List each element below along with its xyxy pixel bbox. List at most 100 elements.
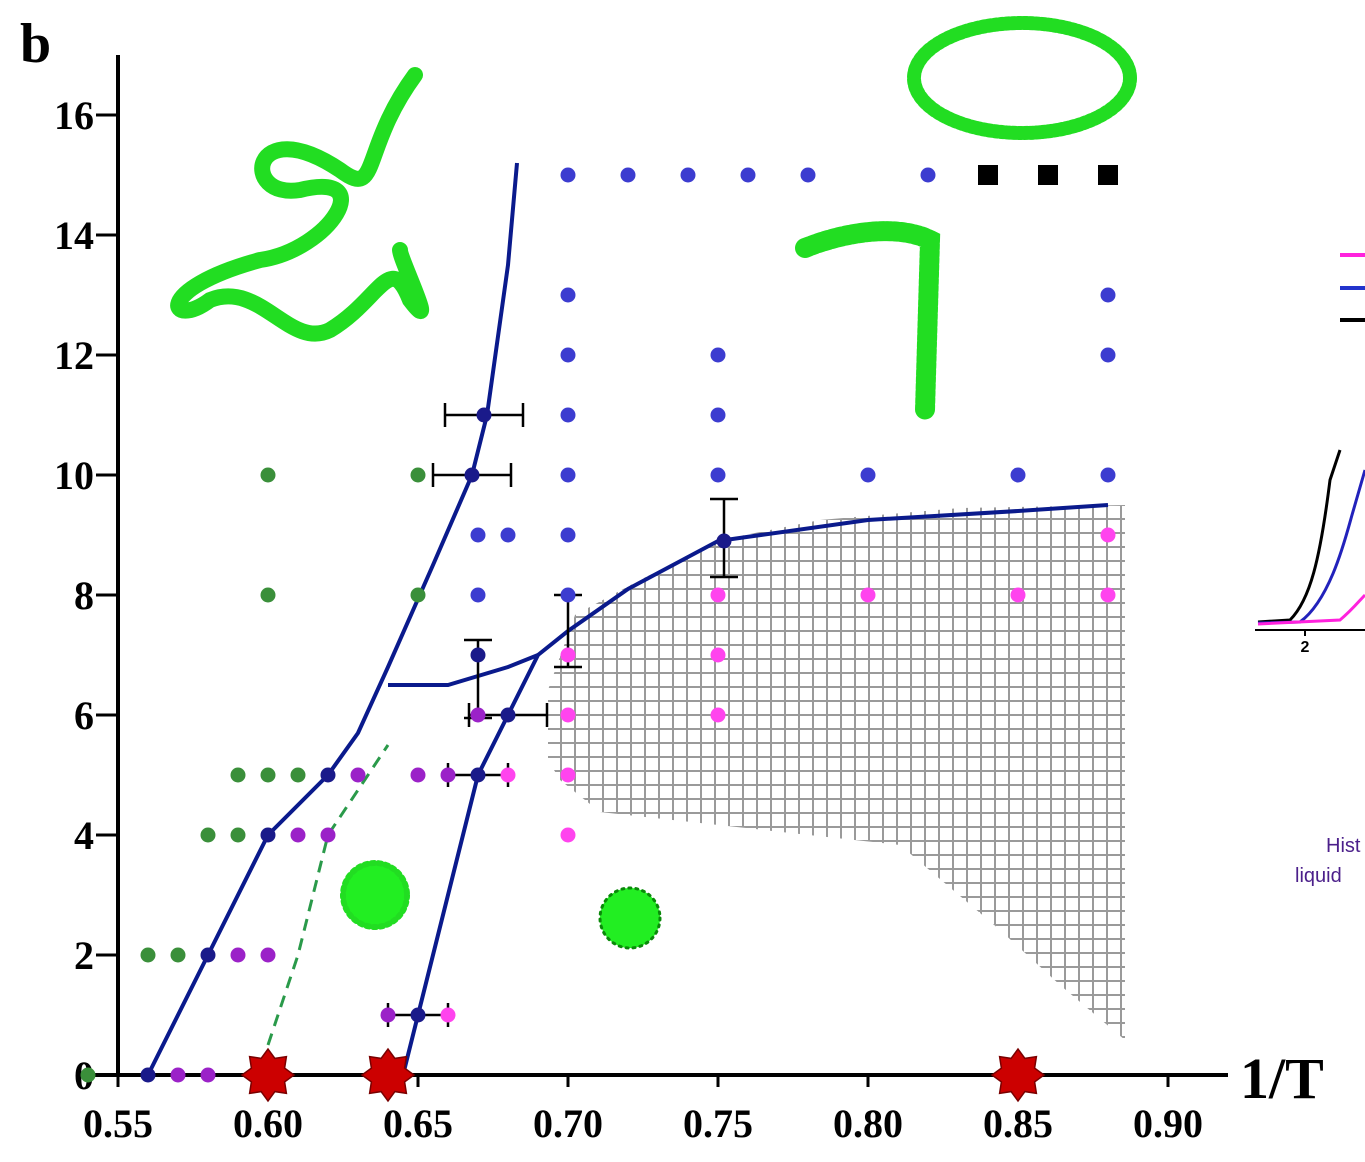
point [410,1007,426,1023]
point [710,587,726,603]
point [350,767,366,783]
point [410,767,426,783]
point [500,707,516,723]
y-tick-label: 10 [54,453,94,498]
y-tick-label: 12 [54,333,94,378]
point [170,947,186,963]
point [500,527,516,543]
x-tick-label: 0.65 [383,1101,453,1146]
inset-caption: Hist [1326,835,1361,857]
point [260,947,276,963]
point [440,1007,456,1023]
point [560,707,576,723]
panel-label: b [20,13,51,75]
point [710,407,726,423]
y-tick-label: 2 [74,933,94,978]
point [560,587,576,603]
point [1100,587,1116,603]
curve [388,653,539,687]
point [680,167,696,183]
point [470,707,486,723]
point [470,767,486,783]
inset-tick-label: 2 [1301,639,1310,656]
point [1010,467,1026,483]
point [1100,527,1116,543]
point [470,587,486,603]
x-tick-label: 0.75 [683,1101,753,1146]
point [260,467,276,483]
point [476,407,492,423]
point [860,467,876,483]
square-point [1038,165,1058,185]
x-tick-label: 0.70 [533,1101,603,1146]
point [560,647,576,663]
square-point [1098,165,1118,185]
point [320,767,336,783]
star-point [240,1047,296,1103]
star-point [360,1047,416,1103]
point [464,467,480,483]
y-tick-label: 6 [74,693,94,738]
point [1010,587,1026,603]
inset-caption: liquid [1295,865,1342,887]
point [710,707,726,723]
y-tick-label: 16 [54,93,94,138]
x-axis-label: 1/T [1240,1046,1324,1111]
hatched-region [548,505,1125,1040]
point [200,1067,216,1083]
point [80,1067,96,1083]
point [560,287,576,303]
x-tick-label: 0.80 [833,1101,903,1146]
point [1100,287,1116,303]
point [1100,347,1116,363]
point [710,647,726,663]
point [500,767,516,783]
point [410,467,426,483]
x-tick-label: 0.85 [983,1101,1053,1146]
point [260,587,276,603]
point [560,347,576,363]
point [620,167,636,183]
point [560,827,576,843]
point [920,167,936,183]
y-tick-label: 4 [74,813,94,858]
point [710,347,726,363]
point [290,767,306,783]
point [380,1007,396,1023]
y-tick-label: 8 [74,573,94,618]
point [410,587,426,603]
point [320,827,336,843]
point [860,587,876,603]
point [260,827,276,843]
point [716,533,732,549]
x-tick-label: 0.55 [83,1101,153,1146]
point [140,947,156,963]
point [230,947,246,963]
point [560,167,576,183]
inset-fragment: 2 Hist liquid [1255,253,1365,887]
point [800,167,816,183]
chain-sketch [170,16,1137,950]
point [560,407,576,423]
dashed-line [266,744,390,1046]
x-tick-label: 0.90 [1133,1101,1203,1146]
point [560,467,576,483]
point [560,527,576,543]
point [170,1067,186,1083]
point [470,527,486,543]
point [200,947,216,963]
point [290,827,306,843]
point [470,647,486,663]
point [440,767,456,783]
point [260,767,276,783]
y-tick-label: 14 [54,213,94,258]
x-tick-label: 0.60 [233,1101,303,1146]
square-point [978,165,998,185]
curve [146,162,519,1076]
point [1100,467,1116,483]
point [710,467,726,483]
point [230,827,246,843]
point [560,767,576,783]
point [140,1067,156,1083]
